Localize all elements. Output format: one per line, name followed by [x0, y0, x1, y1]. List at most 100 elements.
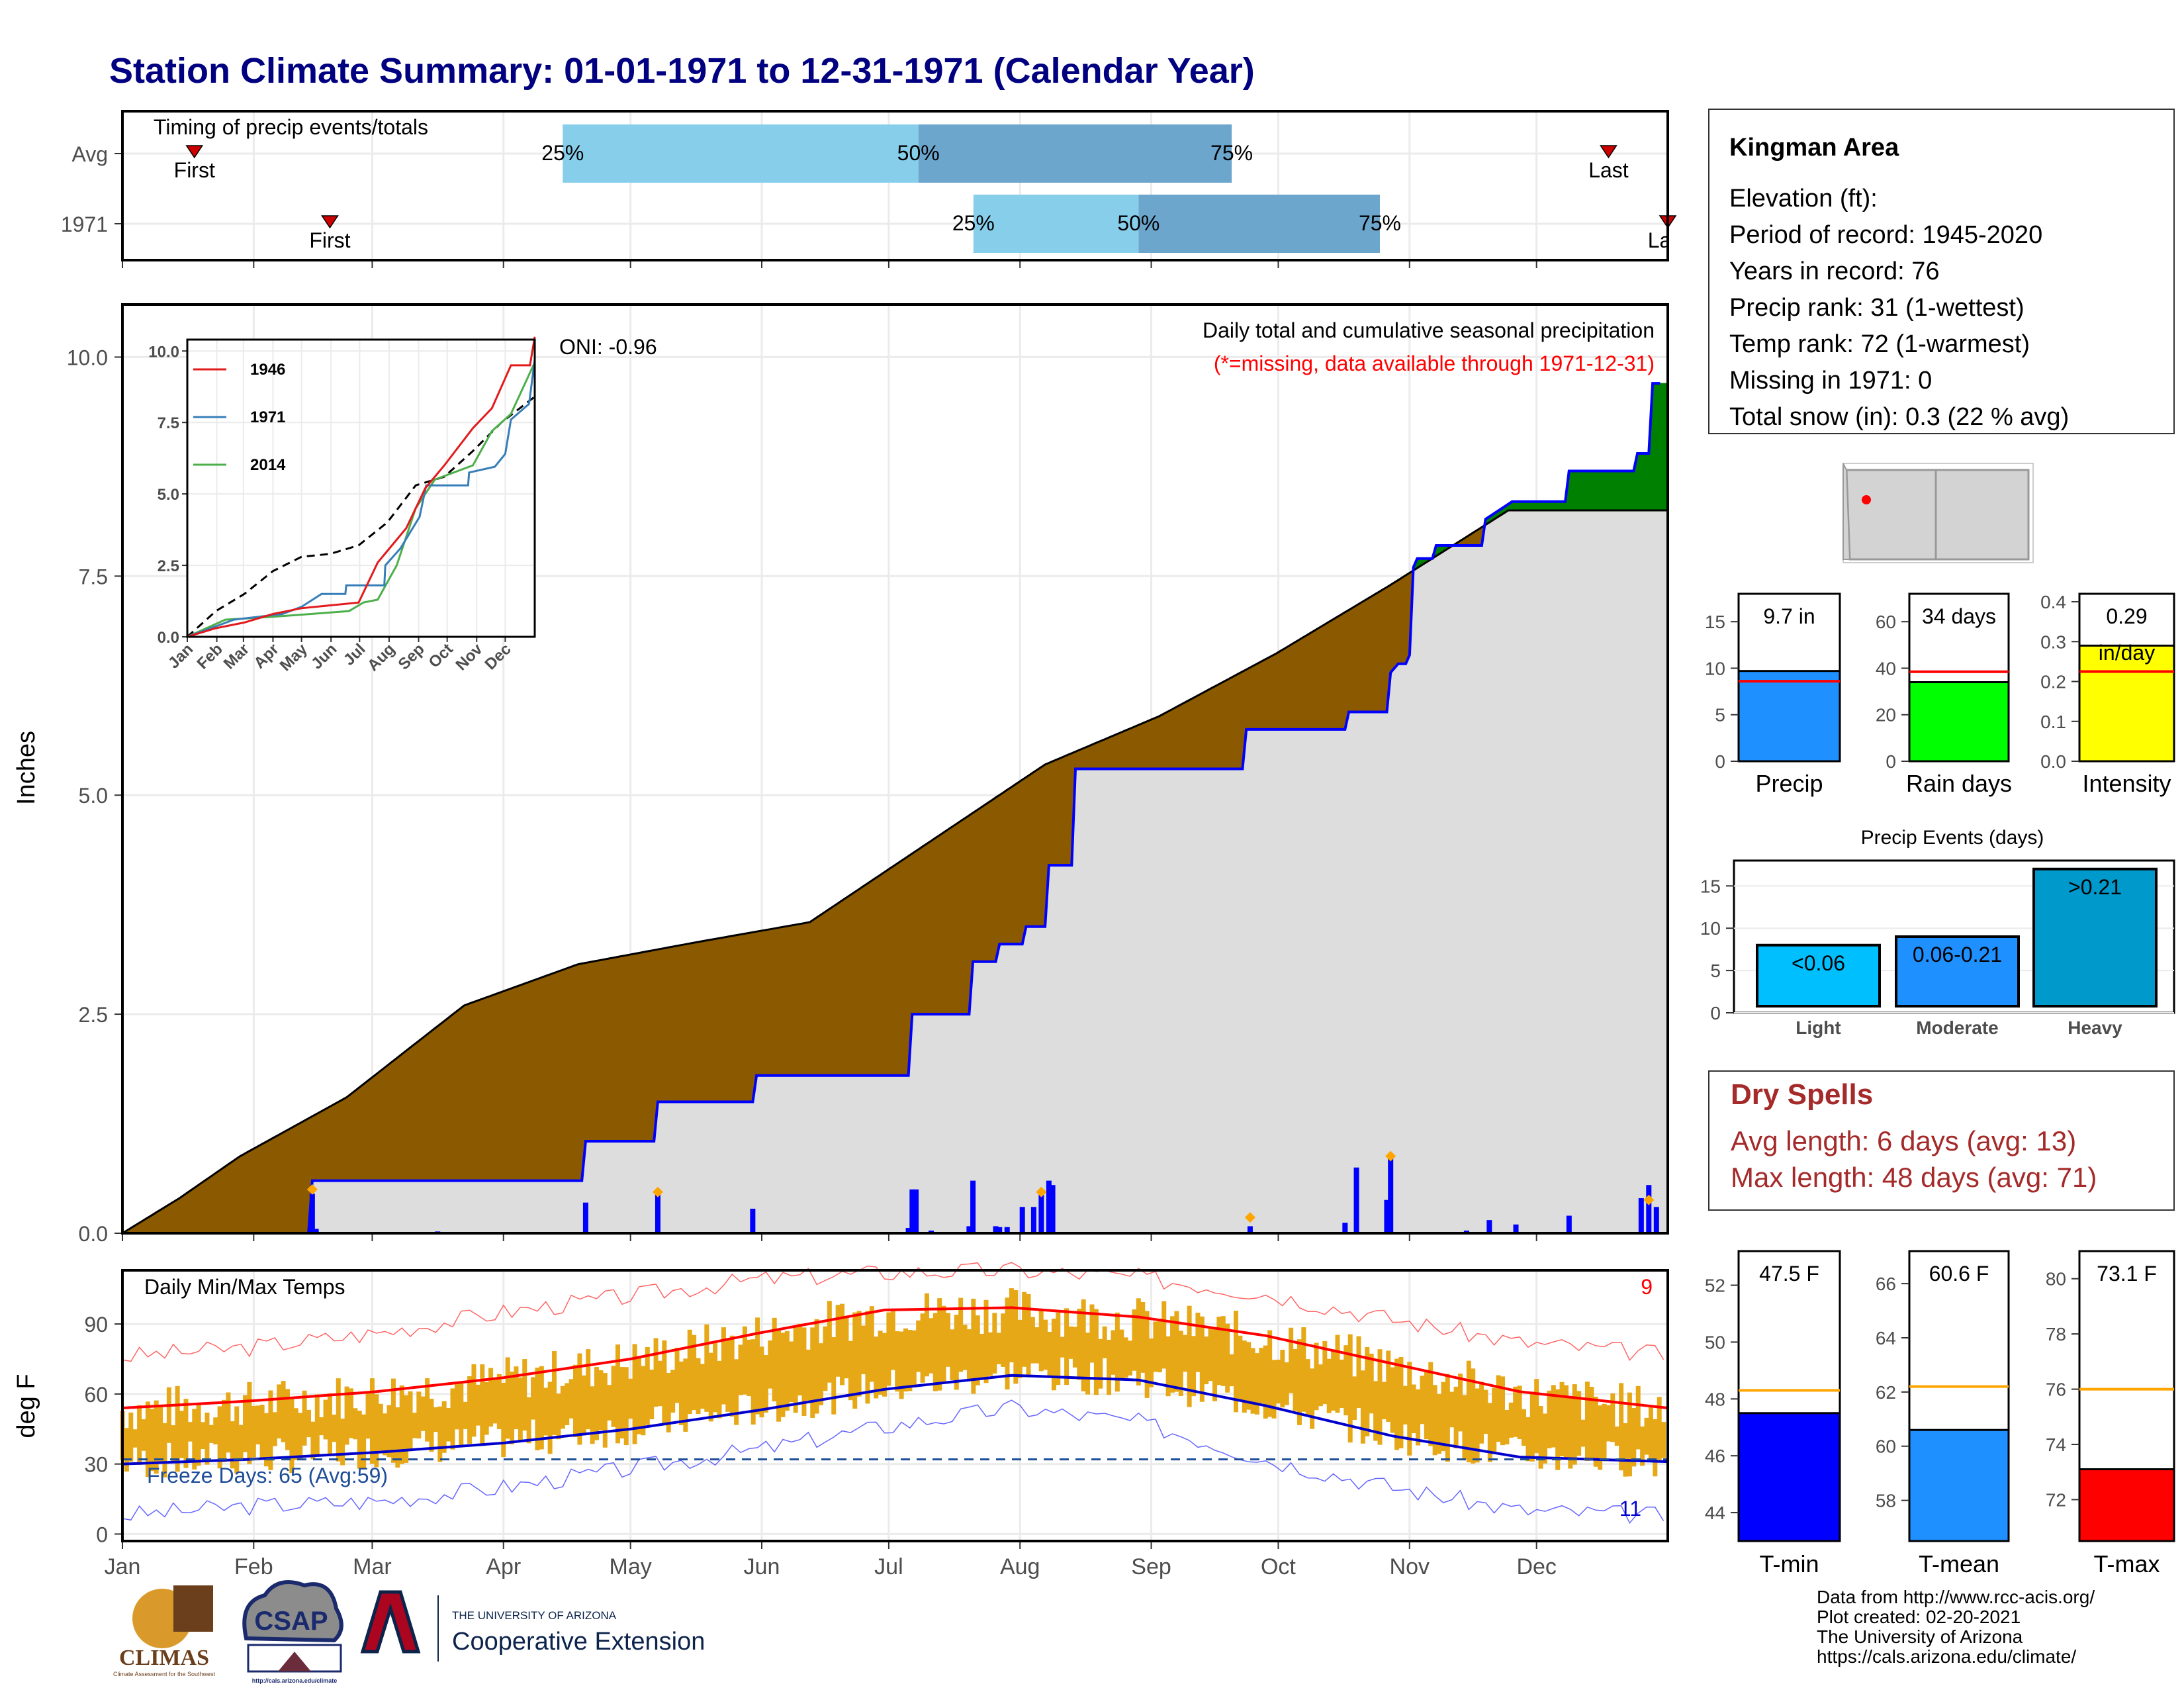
- daily-temp-bar: [357, 1411, 362, 1469]
- daily-precip-bar: [913, 1189, 919, 1233]
- daily-temp-bar: [1339, 1359, 1344, 1409]
- daily-temp-bar: [1034, 1327, 1040, 1364]
- daily-temp-bar: [950, 1329, 955, 1380]
- record-high-count: 9: [1641, 1275, 1653, 1299]
- timing-plot-border: [121, 110, 1669, 261]
- events-y-tick: 0: [1710, 1003, 1721, 1023]
- daily-temp-bar: [1098, 1338, 1103, 1389]
- daily-temp-bar: [590, 1386, 595, 1444]
- below-average-segment: [596, 959, 602, 1142]
- inset-y-tick-label: 5.0: [158, 486, 179, 504]
- below-average-segment: [300, 1119, 305, 1234]
- daily-temp-bar: [526, 1397, 531, 1444]
- daily-temp-bar: [1584, 1382, 1590, 1461]
- mini-bar-y-tick: 60: [1876, 612, 1896, 632]
- below-average-segment: [361, 1082, 366, 1182]
- daily-temp-bar: [1589, 1387, 1594, 1461]
- oni-label: ONI: -0.96: [559, 335, 657, 359]
- daily-temp-bar: [649, 1370, 655, 1420]
- below-average-segment: [422, 1034, 427, 1182]
- daily-temp-bar: [222, 1399, 227, 1462]
- credit-line: The University of Arizona: [1817, 1626, 2023, 1647]
- daily-temp-bar: [1238, 1335, 1243, 1401]
- below-average-segment: [1363, 598, 1369, 712]
- pct-50-label: 50%: [897, 141, 940, 165]
- daily-temp-bar: [1187, 1305, 1192, 1407]
- month-label: Sep: [1131, 1554, 1171, 1579]
- below-average-segment: [631, 953, 636, 1142]
- below-average-segment: [1269, 655, 1273, 730]
- daily-temp-bar: [353, 1408, 358, 1440]
- daily-temp-bar: [1111, 1330, 1116, 1375]
- daily-temp-bar: [1089, 1304, 1095, 1363]
- below-average-segment: [163, 1204, 169, 1234]
- below-average-segment: [520, 982, 525, 1182]
- daily-temp-bar: [463, 1401, 468, 1429]
- temp-bar: [2078, 1468, 2175, 1542]
- daily-temp-bar: [1289, 1327, 1294, 1393]
- daily-precip-bar: [1388, 1158, 1394, 1233]
- station-info-line: Missing in 1971: 0: [1729, 367, 1932, 395]
- daily-temp-bar: [882, 1333, 887, 1397]
- daily-temp-bar: [514, 1366, 519, 1430]
- precip-panel: 0.0 2.5 5.0 7.5 10.0 Daily total and cumulati…: [13, 303, 1669, 1246]
- below-average-segment: [448, 1013, 453, 1182]
- daily-temp-bar: [1301, 1327, 1306, 1412]
- below-average-segment: [183, 1192, 188, 1234]
- below-average-segment: [749, 931, 753, 1102]
- below-average-segment: [471, 1000, 477, 1182]
- daily-temp-bar: [1487, 1403, 1492, 1462]
- below-average-segment: [805, 921, 810, 1076]
- ua-logo-a: [360, 1590, 421, 1654]
- below-average-segment: [1401, 575, 1406, 665]
- below-average-segment: [866, 880, 871, 1076]
- precip-event-bar: [2032, 867, 2158, 1008]
- daily-temp-bar: [916, 1320, 921, 1372]
- temp-bar-y-tick: 50: [1705, 1332, 1725, 1352]
- climas-logo-text: CLIMAS: [119, 1646, 209, 1670]
- daily-temp-bar: [1280, 1350, 1285, 1408]
- daily-temp-bar: [480, 1364, 485, 1446]
- daily-temp-bar: [966, 1329, 972, 1380]
- daily-precip-bar: [970, 1180, 976, 1233]
- below-average-segment: [680, 944, 685, 1102]
- daily-precip-bar: [1486, 1220, 1492, 1233]
- daily-temp-bar: [175, 1385, 180, 1472]
- daily-temp-bar: [886, 1312, 891, 1386]
- below-average-segment: [159, 1207, 165, 1234]
- daily-temp-bar: [1386, 1350, 1391, 1422]
- daily-precip-bar: [1038, 1194, 1044, 1233]
- daily-temp-bar: [1598, 1405, 1603, 1470]
- daily-temp-bar: [1631, 1408, 1637, 1467]
- daily-precip-bar: [1342, 1223, 1348, 1233]
- daily-temp-bar: [1653, 1419, 1658, 1477]
- below-average-segment: [1383, 586, 1387, 712]
- below-average-segment: [266, 1139, 271, 1234]
- below-average-segment: [664, 947, 670, 1102]
- below-average-segment: [668, 946, 674, 1102]
- mini-bar: [2078, 644, 2175, 763]
- below-average-segment: [1398, 577, 1402, 665]
- daily-precip-bar: [1004, 1227, 1010, 1233]
- below-average-segment: [946, 827, 951, 1015]
- below-average-segment: [216, 1168, 222, 1234]
- below-average-segment: [289, 1126, 294, 1234]
- below-average-segment: [1109, 735, 1114, 769]
- below-average-segment: [615, 956, 621, 1142]
- first-event-label: First: [309, 228, 350, 252]
- temp-bar-y-tick: 62: [1876, 1382, 1896, 1403]
- daily-temp-bar: [1551, 1385, 1556, 1448]
- temps-panel: Jan Feb Mar Apr May Jun Jul Aug Sep Oct Nov Dec 0 30 6…: [13, 1262, 1669, 1579]
- daily-temp-bar: [205, 1412, 210, 1465]
- below-average-segment: [976, 807, 981, 962]
- below-average-segment: [312, 1113, 317, 1182]
- daily-temp-bar: [962, 1325, 968, 1370]
- below-average-segment: [1177, 703, 1183, 769]
- month-label: Feb: [234, 1554, 273, 1579]
- below-average-segment: [782, 925, 788, 1076]
- below-average-segment: [1230, 675, 1236, 769]
- below-average-segment: [995, 794, 1000, 962]
- daily-temp-bar: [1517, 1385, 1522, 1440]
- daily-temp-bar: [1085, 1333, 1091, 1395]
- daily-temp-bar: [1661, 1422, 1666, 1458]
